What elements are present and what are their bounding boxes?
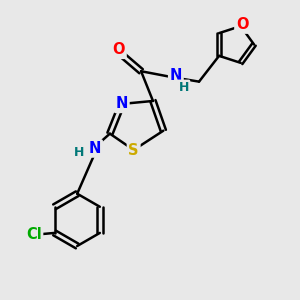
Text: N: N [89,141,101,156]
Text: O: O [112,42,125,57]
Text: N: N [170,68,182,83]
Text: H: H [178,81,189,94]
Text: O: O [236,17,248,32]
Text: H: H [74,146,85,160]
Text: Cl: Cl [26,227,42,242]
Text: N: N [116,96,128,111]
Text: S: S [128,142,139,158]
